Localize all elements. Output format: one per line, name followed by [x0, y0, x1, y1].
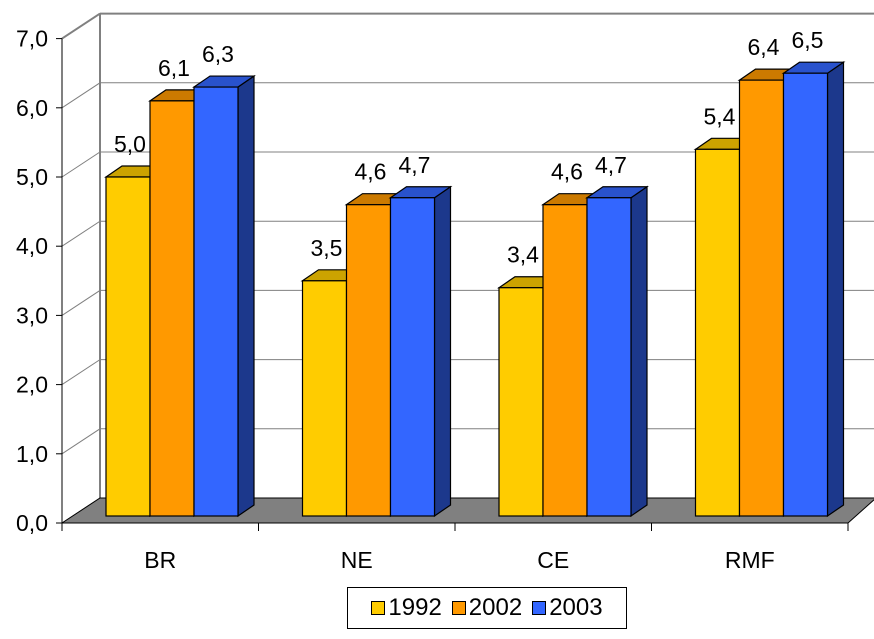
- y-tick-label: 1,0: [16, 441, 48, 467]
- bar-RMF-2003: [781, 61, 846, 518]
- x-tick-label: NE: [341, 547, 373, 573]
- legend-item-1992: 1992: [371, 594, 442, 622]
- legend-label-1992: 1992: [388, 594, 442, 621]
- data-label: 3,5: [311, 235, 343, 261]
- x-tick-label: CE: [537, 547, 569, 573]
- bar-front: [345, 204, 392, 517]
- legend-label-2003: 2003: [549, 594, 603, 621]
- bar-front: [301, 280, 348, 517]
- data-label: 6,1: [158, 55, 190, 81]
- gridline: [61, 13, 874, 40]
- bar-front: [105, 176, 151, 517]
- bar-side: [826, 61, 845, 518]
- data-label: 6,5: [792, 27, 824, 53]
- bar-front: [782, 72, 829, 517]
- bar-CE-2003: [585, 185, 649, 518]
- bar-front: [498, 287, 544, 517]
- data-label: 4,6: [355, 159, 387, 185]
- data-label: 4,7: [399, 152, 431, 178]
- gridline: [61, 151, 874, 178]
- legend-label-2002: 2002: [468, 594, 523, 621]
- legend-swatch-2003: [532, 601, 547, 615]
- y-tick-label: 6,0: [16, 95, 48, 121]
- bar-side: [237, 74, 255, 518]
- y-tick-label: 5,0: [16, 164, 48, 190]
- data-label: 5,4: [704, 103, 736, 129]
- bar-side: [630, 185, 648, 518]
- bar-NE-2003: [388, 185, 453, 518]
- data-label: 4,7: [595, 152, 627, 178]
- bar-chart: 0,0 1,0 2,0 3,0 4,0 5,0 6,0 7,0 BR NE CE RMF 5,0 6,1 6…: [16, 12, 874, 573]
- data-label: 6,3: [202, 41, 234, 67]
- bar-front: [389, 197, 436, 517]
- legend-item-2002: 2002: [451, 594, 523, 622]
- back-wall: [62, 13, 874, 523]
- data-label: 6,4: [748, 34, 780, 60]
- y-tick-label: 2,0: [16, 372, 48, 398]
- data-label: 4,6: [551, 159, 583, 185]
- bar-front: [738, 79, 785, 517]
- x-tick-label: RMF: [725, 547, 775, 573]
- legend-swatch-2002: [451, 601, 466, 615]
- bar-front: [542, 204, 588, 517]
- bar-front: [193, 86, 239, 517]
- bar-front: [586, 197, 632, 517]
- y-tick-label: 7,0: [16, 26, 48, 52]
- data-label: 3,4: [507, 242, 539, 268]
- chart-legend: 1992 2002 2003: [347, 587, 627, 629]
- y-tick-label: 4,0: [16, 233, 48, 259]
- bar-BR-2003: [192, 74, 256, 518]
- y-tick-label: 3,0: [16, 302, 48, 328]
- y-tick-label: 0,0: [16, 510, 48, 536]
- data-label: 5,0: [114, 131, 146, 157]
- gridline: [61, 82, 874, 109]
- bar-front: [149, 100, 195, 517]
- legend-item-2003: 2003: [532, 594, 603, 622]
- bar-side: [433, 185, 452, 518]
- x-tick-label: BR: [144, 547, 176, 573]
- legend-swatch-1992: [371, 601, 386, 615]
- bar-front: [694, 148, 741, 517]
